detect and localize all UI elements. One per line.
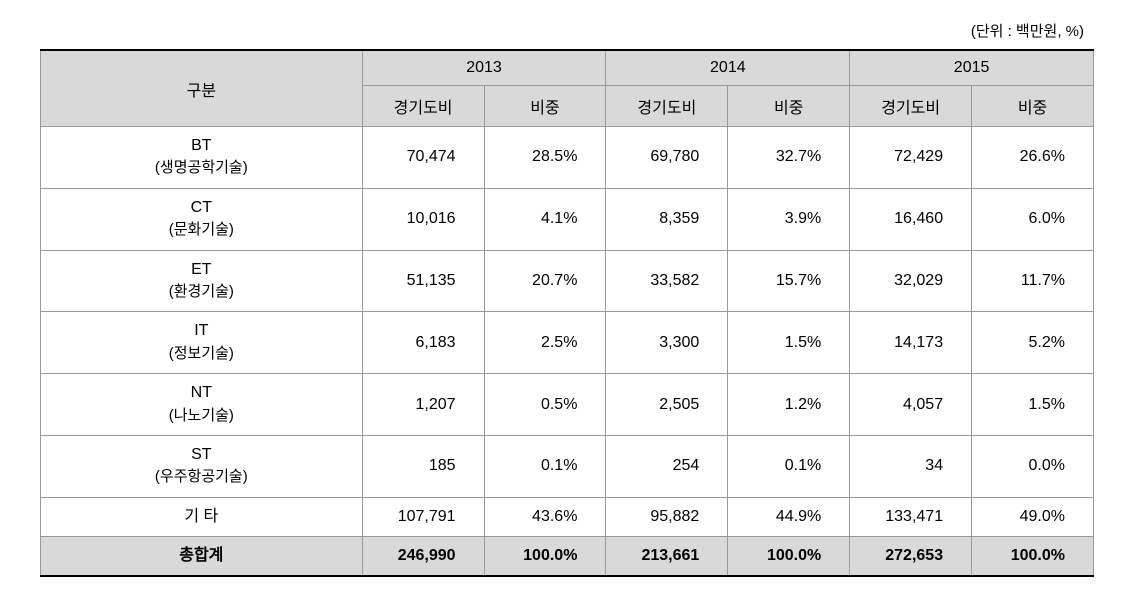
table-row: 기 타 107,791 43.6% 95,882 44.9% 133,471 4… xyxy=(41,497,1094,536)
cat-sub: (문화기술) xyxy=(169,221,234,238)
row-category: IT (정보기술) xyxy=(41,312,363,374)
cat-sub: (환경기술) xyxy=(169,283,234,300)
cell-pct: 5.2% xyxy=(972,312,1094,374)
cell-value: 4,057 xyxy=(850,374,972,436)
cat-main: CT xyxy=(191,199,212,216)
total-value: 246,990 xyxy=(362,537,484,577)
cell-value: 69,780 xyxy=(606,127,728,189)
cell-pct: 0.0% xyxy=(972,435,1094,497)
cell-pct: 49.0% xyxy=(972,497,1094,536)
cell-value: 95,882 xyxy=(606,497,728,536)
row-category: BT (생명공학기술) xyxy=(41,127,363,189)
cell-value: 72,429 xyxy=(850,127,972,189)
row-category: CT (문화기술) xyxy=(41,188,363,250)
cell-value: 3,300 xyxy=(606,312,728,374)
cell-pct: 28.5% xyxy=(484,127,606,189)
cell-pct: 4.1% xyxy=(484,188,606,250)
cell-value: 185 xyxy=(362,435,484,497)
cell-pct: 32.7% xyxy=(728,127,850,189)
cell-pct: 44.9% xyxy=(728,497,850,536)
header-year-2013: 2013 xyxy=(362,50,606,86)
cell-pct: 2.5% xyxy=(484,312,606,374)
cell-value: 107,791 xyxy=(362,497,484,536)
cell-pct: 15.7% xyxy=(728,250,850,312)
cat-sub: (정보기술) xyxy=(169,345,234,362)
total-pct: 100.0% xyxy=(728,537,850,577)
cell-pct: 0.1% xyxy=(728,435,850,497)
cat-sub: (나노기술) xyxy=(169,407,234,424)
header-sub-value-2014: 경기도비 xyxy=(606,86,728,127)
cell-value: 254 xyxy=(606,435,728,497)
unit-label: (단위 : 백만원, %) xyxy=(40,20,1094,41)
table-body: BT (생명공학기술) 70,474 28.5% 69,780 32.7% 72… xyxy=(41,127,1094,577)
cell-pct: 43.6% xyxy=(484,497,606,536)
header-sub-pct-2014: 비중 xyxy=(728,86,850,127)
cell-value: 16,460 xyxy=(850,188,972,250)
cat-main: 기 타 xyxy=(184,508,218,525)
cell-value: 33,582 xyxy=(606,250,728,312)
cat-main: NT xyxy=(191,384,212,401)
row-category: ET (환경기술) xyxy=(41,250,363,312)
row-category: ST (우주항공기술) xyxy=(41,435,363,497)
cat-sub: (생명공학기술) xyxy=(155,159,248,176)
cell-value: 32,029 xyxy=(850,250,972,312)
cell-pct: 0.1% xyxy=(484,435,606,497)
cell-value: 51,135 xyxy=(362,250,484,312)
row-category: NT (나노기술) xyxy=(41,374,363,436)
header-year-2015: 2015 xyxy=(850,50,1094,86)
header-sub-value-2013: 경기도비 xyxy=(362,86,484,127)
cell-value: 70,474 xyxy=(362,127,484,189)
table-row: IT (정보기술) 6,183 2.5% 3,300 1.5% 14,173 5… xyxy=(41,312,1094,374)
header-category: 구분 xyxy=(41,50,363,127)
total-pct: 100.0% xyxy=(484,537,606,577)
table-row: BT (생명공학기술) 70,474 28.5% 69,780 32.7% 72… xyxy=(41,127,1094,189)
total-value: 272,653 xyxy=(850,537,972,577)
total-value: 213,661 xyxy=(606,537,728,577)
header-sub-pct-2015: 비중 xyxy=(972,86,1094,127)
cell-pct: 20.7% xyxy=(484,250,606,312)
cat-main: IT xyxy=(194,322,208,339)
cell-pct: 1.2% xyxy=(728,374,850,436)
cell-value: 1,207 xyxy=(362,374,484,436)
total-pct: 100.0% xyxy=(972,537,1094,577)
cell-pct: 1.5% xyxy=(728,312,850,374)
total-row: 총합계 246,990 100.0% 213,661 100.0% 272,65… xyxy=(41,537,1094,577)
cell-pct: 0.5% xyxy=(484,374,606,436)
cell-value: 34 xyxy=(850,435,972,497)
cat-sub: (우주항공기술) xyxy=(155,468,248,485)
total-label: 총합계 xyxy=(41,537,363,577)
cell-pct: 6.0% xyxy=(972,188,1094,250)
table-row: CT (문화기술) 10,016 4.1% 8,359 3.9% 16,460 … xyxy=(41,188,1094,250)
header-year-2014: 2014 xyxy=(606,50,850,86)
cat-main: ST xyxy=(191,446,211,463)
table-row: ST (우주항공기술) 185 0.1% 254 0.1% 34 0.0% xyxy=(41,435,1094,497)
table-row: NT (나노기술) 1,207 0.5% 2,505 1.2% 4,057 1.… xyxy=(41,374,1094,436)
cell-pct: 3.9% xyxy=(728,188,850,250)
cell-value: 2,505 xyxy=(606,374,728,436)
cell-value: 6,183 xyxy=(362,312,484,374)
cell-value: 8,359 xyxy=(606,188,728,250)
row-category: 기 타 xyxy=(41,497,363,536)
cell-value: 14,173 xyxy=(850,312,972,374)
cell-pct: 26.6% xyxy=(972,127,1094,189)
data-table: 구분 2013 2014 2015 경기도비 비중 경기도비 비중 경기도비 비… xyxy=(40,49,1094,577)
header-sub-value-2015: 경기도비 xyxy=(850,86,972,127)
cell-value: 133,471 xyxy=(850,497,972,536)
table-row: ET (환경기술) 51,135 20.7% 33,582 15.7% 32,0… xyxy=(41,250,1094,312)
header-row-years: 구분 2013 2014 2015 xyxy=(41,50,1094,86)
cell-value: 10,016 xyxy=(362,188,484,250)
cell-pct: 11.7% xyxy=(972,250,1094,312)
header-sub-pct-2013: 비중 xyxy=(484,86,606,127)
cell-pct: 1.5% xyxy=(972,374,1094,436)
cat-main: ET xyxy=(191,261,211,278)
cat-main: BT xyxy=(191,137,211,154)
